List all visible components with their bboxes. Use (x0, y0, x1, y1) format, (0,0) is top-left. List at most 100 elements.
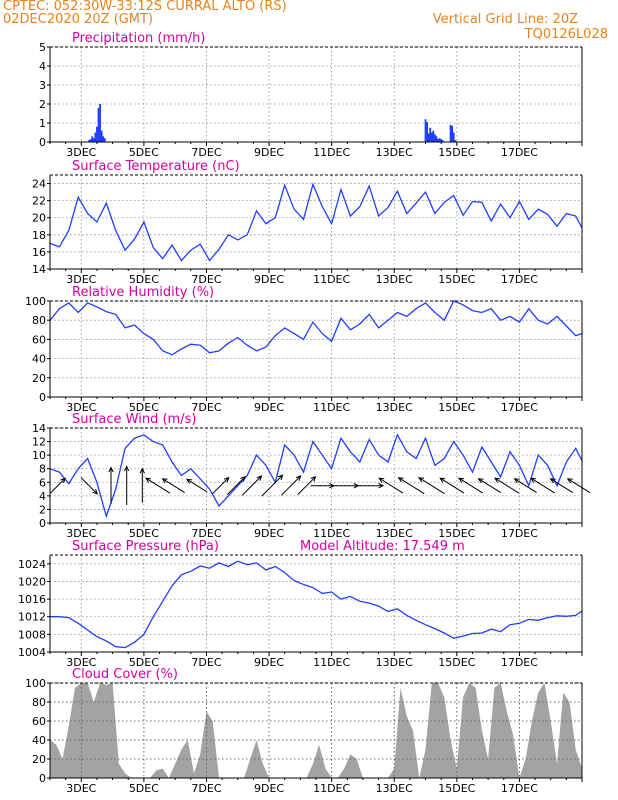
wind-arrow (418, 477, 445, 495)
y-tick-label: 20 (32, 753, 46, 766)
x-tick-label: 9DEC (254, 273, 284, 286)
wind-arrow-head (60, 477, 67, 484)
x-tick-label: 7DEC (191, 401, 221, 414)
precip-bar (427, 133, 430, 142)
wind-arrow-head (161, 478, 168, 484)
wind-arrow (261, 474, 283, 497)
x-tick-label: 5DEC (129, 527, 159, 540)
precip-bar (424, 119, 427, 142)
precip-bar (100, 130, 103, 142)
y-tick-label: 4 (39, 490, 46, 503)
y-tick-label: 2 (39, 98, 46, 111)
precip-bar (437, 139, 439, 142)
y-tick-label: 22 (32, 195, 46, 208)
precip-bar (449, 124, 452, 142)
precip-title: Precipitation (mm/h) (72, 31, 205, 46)
x-tick-label: 17DEC (501, 401, 538, 414)
x-tick-label: 11DEC (313, 401, 350, 414)
x-tick-label: 13DEC (376, 146, 413, 159)
wind-arrow (50, 477, 66, 494)
y-tick-label: 6 (39, 476, 46, 489)
x-tick-label: 17DEC (501, 656, 538, 669)
x-tick-label: 9DEC (254, 782, 284, 795)
y-tick-label: 16 (32, 246, 46, 259)
y-tick-label: 1004 (18, 646, 46, 659)
x-tick-label: 11DEC (313, 527, 350, 540)
x-tick-label: 5DEC (129, 401, 159, 414)
precip-bar (88, 140, 91, 142)
x-tick-label: 13DEC (376, 656, 413, 669)
wind-arrow-head (139, 467, 145, 474)
wind-arrow (378, 477, 404, 494)
wind-arrow-head (378, 483, 385, 489)
y-tick-label: 1020 (18, 575, 46, 588)
precip-bar (97, 107, 100, 142)
x-tick-label: 17DEC (501, 527, 538, 540)
wind-title: Surface Wind (m/s) (72, 412, 196, 427)
y-tick-label: 14 (32, 263, 46, 276)
y-tick-label: 0 (39, 136, 46, 149)
y-tick-label: 20 (32, 212, 46, 225)
x-tick-label: 3DEC (66, 273, 96, 286)
x-tick-label: 11DEC (313, 782, 350, 795)
y-tick-label: 1016 (18, 593, 46, 606)
x-tick-label: 13DEC (376, 273, 413, 286)
pressure-panel: Surface Pressure (hPa) Model Altitude: 17… (18, 539, 583, 669)
model-code: TQ0126L028 (524, 27, 608, 42)
precip-bar (452, 132, 455, 142)
y-tick-label: 60 (32, 715, 46, 728)
cloud-title: Cloud Cover (%) (72, 667, 178, 682)
wind-arrow (439, 477, 465, 494)
y-tick-label: 0 (39, 772, 46, 785)
wind-arrow-head (549, 478, 556, 484)
wind-arrow-head (439, 477, 446, 483)
wind-arrow (145, 477, 171, 494)
x-tick-label: 9DEC (254, 401, 284, 414)
x-tick-label: 13DEC (376, 782, 413, 795)
wind-arrow-head (295, 475, 302, 481)
wind-arrow (280, 475, 301, 496)
cloud-panel: Cloud Cover (%) 0 20 40 60 80 100 3DEC 5DEC 7DEC 9… (25, 667, 583, 795)
x-tick-label: 9DEC (254, 656, 284, 669)
wind-arrow-head (397, 477, 404, 483)
precip-bar (91, 136, 94, 142)
pressure-series-line (50, 560, 583, 649)
x-tick-label: 3DEC (66, 401, 96, 414)
y-tick-label: 3 (39, 79, 46, 92)
y-tick-label: 80 (32, 314, 46, 327)
y-tick-label: 0 (39, 391, 46, 404)
x-tick-label: 5DEC (129, 656, 159, 669)
y-tick-label: 1 (39, 117, 46, 130)
wind-arrow (226, 476, 246, 495)
x-tick-label: 7DEC (191, 146, 221, 159)
y-tick-label: 2 (39, 503, 46, 516)
precip-bar (430, 132, 433, 142)
x-tick-label: 11DEC (313, 146, 350, 159)
wind-arrow (494, 477, 520, 494)
precip-bar (102, 136, 105, 142)
x-tick-label: 7DEC (191, 273, 221, 286)
precip-bar (92, 138, 95, 142)
wind-arrow-head (92, 488, 99, 495)
precip-bar (96, 126, 98, 142)
wind-arrow-head (477, 478, 484, 484)
wind-arrow-head (310, 475, 317, 482)
wind-arrow (398, 477, 425, 495)
wind-arrow-head (108, 466, 114, 473)
x-tick-label: 17DEC (501, 782, 538, 795)
y-tick-label: 1024 (18, 558, 46, 571)
y-tick-label: 10 (32, 449, 46, 462)
precip-bar (429, 127, 432, 142)
temp-series-line (49, 182, 583, 262)
wind-arrow (80, 477, 98, 495)
x-tick-label: 3DEC (66, 527, 96, 540)
precip-bar (426, 122, 428, 142)
wind-arrow-head (566, 478, 573, 484)
wind-arrow-head (418, 477, 425, 483)
precip-bar (94, 132, 97, 142)
wind-arrow-head (256, 475, 263, 481)
y-tick-label: 80 (32, 696, 46, 709)
precip-bar (441, 140, 444, 142)
